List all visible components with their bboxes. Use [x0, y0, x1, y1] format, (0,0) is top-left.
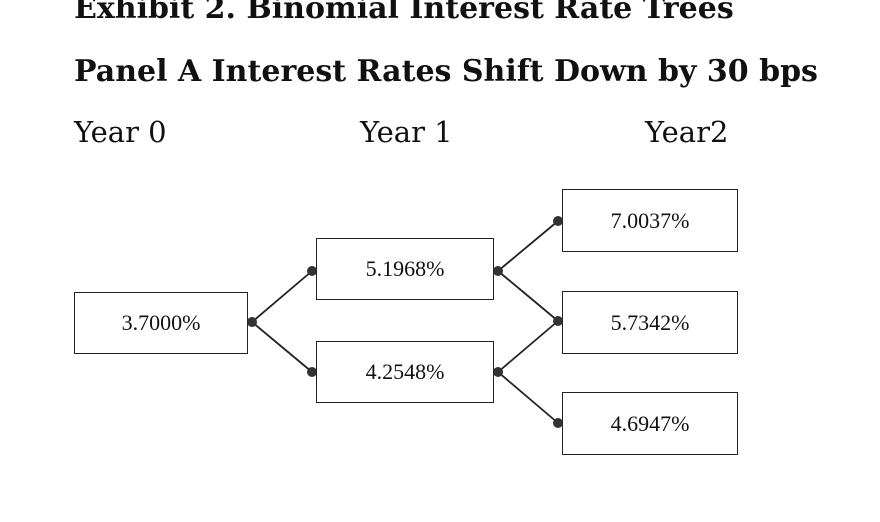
- node-dot: [247, 317, 257, 327]
- rate-node-y1-down: 4.2548%: [316, 341, 494, 403]
- node-dot: [553, 216, 563, 226]
- node-dot: [553, 418, 563, 428]
- edge-y0-to-y1-down: [251, 321, 313, 373]
- rate-node-y2-up: 7.0037%: [562, 189, 738, 252]
- node-dot: [493, 367, 503, 377]
- year-1-label: Year 1: [360, 115, 453, 149]
- edge-y1-down-to-y2-down: [497, 371, 559, 424]
- edge-y1-up-to-y2-mid: [497, 270, 559, 322]
- rate-node-y2-down: 4.6947%: [562, 392, 738, 455]
- year-2-label: Year2: [645, 115, 729, 149]
- node-dot: [493, 266, 503, 276]
- rate-value: 5.7342%: [610, 309, 690, 335]
- node-dot: [307, 266, 317, 276]
- rate-value: 4.2548%: [365, 359, 445, 384]
- edge-y1-up-to-y2-up: [497, 220, 559, 272]
- year-0-label: Year 0: [74, 115, 167, 149]
- panel-title: Panel A Interest Rates Shift Down by 30 …: [74, 54, 818, 89]
- exhibit-title: Exhibit 2. Binomial Interest Rate Trees: [74, 0, 734, 26]
- rate-value: 4.6947%: [610, 410, 690, 436]
- rate-node-y1-up: 5.1968%: [316, 238, 494, 300]
- rate-value: 5.1968%: [365, 256, 445, 281]
- rate-value: 7.0037%: [610, 207, 690, 233]
- rate-node-y0: 3.7000%: [74, 292, 248, 354]
- edge-y0-to-y1-up: [251, 270, 313, 323]
- edge-y1-down-to-y2-mid: [497, 320, 559, 373]
- node-dot: [553, 316, 563, 326]
- rate-node-y2-mid: 5.7342%: [562, 291, 738, 354]
- node-dot: [307, 367, 317, 377]
- rate-value: 3.7000%: [121, 310, 201, 335]
